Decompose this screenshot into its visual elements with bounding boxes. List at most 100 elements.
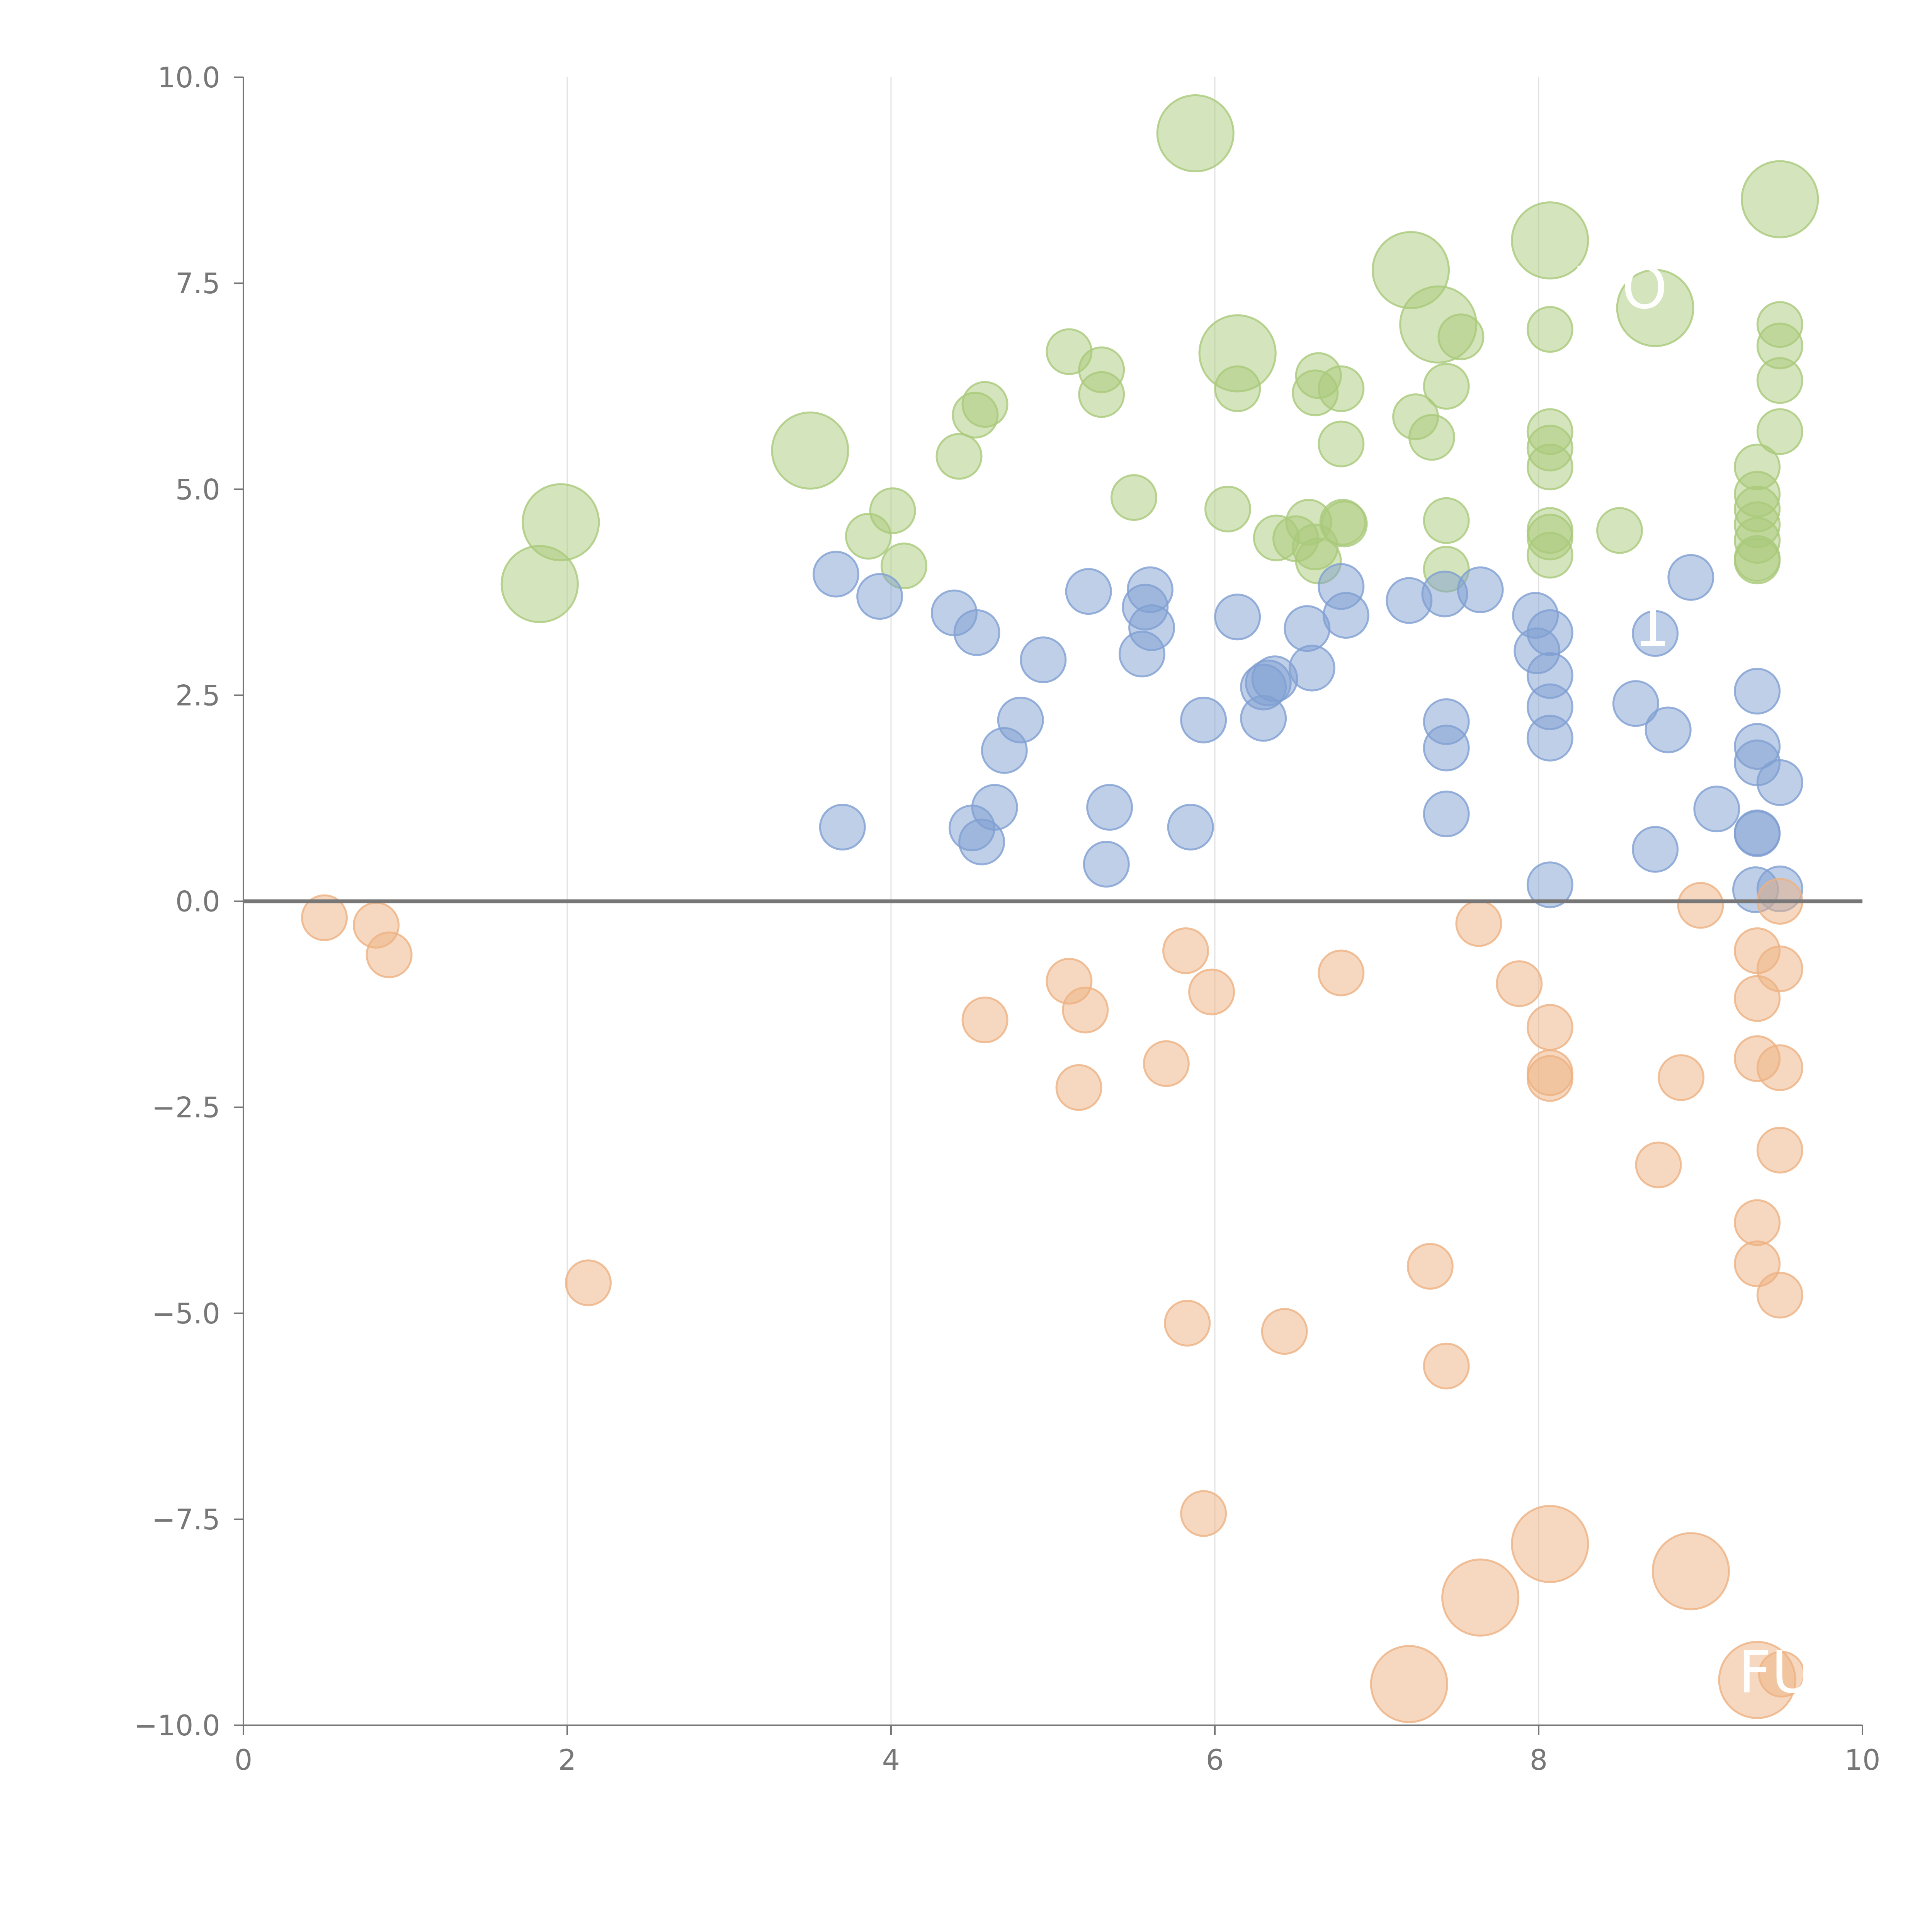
orange-point: [1756, 1044, 1803, 1091]
orange-point: [1756, 1127, 1803, 1174]
blue-point: [1734, 668, 1781, 715]
orange-point: [1758, 1651, 1805, 1698]
blue-point: [1322, 592, 1369, 639]
blue-point: [1645, 706, 1692, 753]
green-point: [771, 411, 849, 490]
x-tick-label: 0: [235, 1744, 252, 1777]
orange-point: [565, 1259, 612, 1306]
green-point: [1198, 314, 1277, 393]
orange-point: [1756, 1272, 1803, 1319]
green-point: [522, 483, 600, 561]
blue-point: [819, 804, 866, 851]
orange-point: [1734, 1199, 1781, 1246]
y-tick-label: −2.5: [152, 1092, 220, 1124]
green-point: [1511, 201, 1589, 280]
orange-point: [961, 997, 1009, 1044]
blue-point: [1020, 636, 1067, 684]
blue-point: [997, 696, 1044, 743]
orange-point: [1756, 945, 1803, 992]
green-point: [1156, 94, 1235, 173]
green-point: [1423, 497, 1470, 544]
blue-point: [1180, 696, 1227, 743]
blue-point: [1734, 810, 1781, 857]
orange-point: [1441, 1558, 1520, 1637]
orange-point: [1164, 1299, 1211, 1347]
y-tick-label: 5.0: [175, 473, 220, 506]
orange-point: [1406, 1243, 1454, 1290]
green-point: [1078, 371, 1125, 418]
x-tick-label: 10: [1845, 1744, 1881, 1777]
blue-point: [1632, 826, 1679, 873]
blue-point: [1526, 609, 1573, 656]
green-point: [1204, 485, 1252, 532]
green-point: [961, 381, 1009, 428]
green-point: [1526, 306, 1573, 353]
green-point: [869, 487, 916, 534]
blue-point: [1083, 841, 1130, 888]
green-point: [1111, 474, 1157, 521]
blue-point: [813, 551, 860, 598]
blue-point: [1167, 804, 1214, 851]
green-point: [1734, 537, 1781, 585]
overlay-label: 1: [1634, 592, 1670, 660]
green-point: [1318, 365, 1365, 412]
green-point: [1408, 414, 1455, 461]
green-point: [1616, 269, 1694, 347]
orange-point: [1143, 1040, 1190, 1087]
blue-point: [1214, 594, 1261, 641]
orange-point: [1188, 968, 1235, 1015]
orange-point: [1651, 1532, 1730, 1611]
blue-point: [1667, 554, 1714, 601]
blue-point: [1693, 786, 1740, 833]
overlay-label: MO: [1572, 255, 1668, 322]
blue-point: [1526, 861, 1573, 908]
orange-point: [1423, 1342, 1470, 1389]
y-tick-label: 0.0: [175, 886, 220, 918]
orange-point: [1658, 1054, 1705, 1101]
y-tick-label: −10.0: [134, 1709, 220, 1742]
green-point: [1741, 160, 1819, 238]
blue-point: [1288, 645, 1335, 692]
blue-point: [1423, 790, 1470, 837]
blue-point: [1128, 604, 1175, 651]
orange-point: [1635, 1141, 1682, 1189]
blue-point: [1457, 566, 1504, 613]
green-point: [935, 433, 983, 480]
orange-point: [366, 931, 413, 978]
blue-point: [1065, 568, 1112, 615]
green-point: [1437, 313, 1485, 361]
x-tick-label: 4: [882, 1744, 900, 1777]
orange-point: [1162, 927, 1209, 974]
green-point: [1756, 408, 1803, 455]
blue-point: [1612, 680, 1659, 727]
blue-point: [1632, 610, 1679, 657]
x-tick-label: 6: [1206, 1744, 1224, 1777]
blue-point: [1423, 724, 1470, 772]
green-point: [1756, 357, 1803, 404]
y-tick-label: 10.0: [157, 61, 220, 94]
green-point: [1321, 500, 1368, 548]
orange-point: [301, 894, 348, 941]
blue-point: [971, 784, 1018, 831]
y-tick-label: −5.0: [152, 1298, 220, 1330]
orange-point: [1261, 1308, 1308, 1355]
blue-point: [1526, 714, 1573, 762]
blue-point: [953, 609, 1000, 656]
green-point: [1526, 444, 1573, 491]
orange-point: [1496, 960, 1543, 1007]
orange-point: [1318, 949, 1365, 997]
y-tick-label: −7.5: [152, 1503, 220, 1536]
green-point: [1526, 532, 1573, 579]
x-tick-label: 2: [558, 1744, 576, 1777]
orange-point: [1526, 1055, 1573, 1102]
green-point: [1318, 420, 1365, 468]
y-tick-label: 2.5: [175, 679, 220, 712]
data-points: [301, 94, 1819, 1723]
blue-point: [1086, 784, 1133, 831]
blue-point: [1756, 759, 1803, 806]
orange-point: [1455, 900, 1502, 947]
orange-point: [1062, 986, 1109, 1034]
y-tick-label: 7.5: [175, 267, 220, 300]
